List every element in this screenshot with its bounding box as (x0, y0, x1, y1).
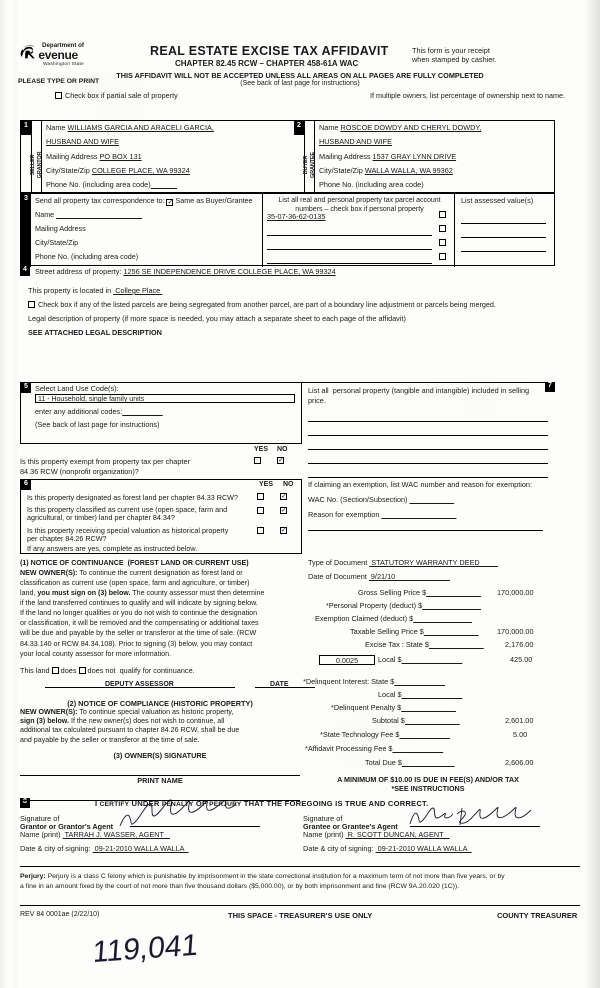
svg-text:119,041: 119,041 (95, 929, 199, 968)
